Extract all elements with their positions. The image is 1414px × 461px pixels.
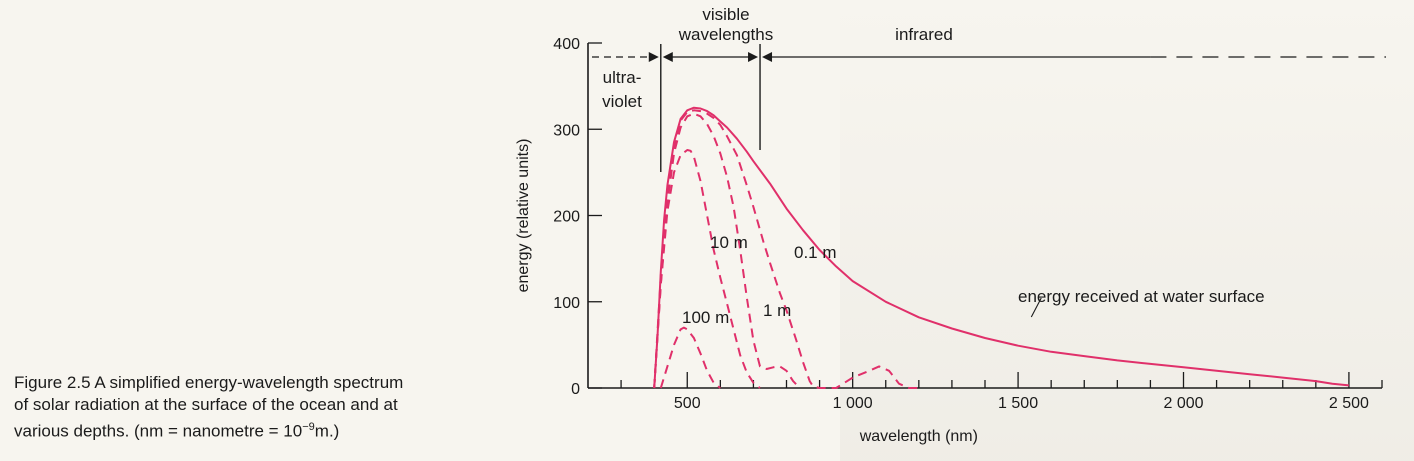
annotation-10-m: 10 m	[710, 233, 748, 252]
annotation-100-m: 100 m	[682, 308, 729, 327]
caption-line-3-end: m.)	[314, 421, 340, 441]
ir-arrowhead	[762, 52, 773, 62]
curves	[653, 106, 1350, 389]
annotation-visible: visible	[702, 5, 749, 24]
annotations: energy received at water surface 0.1 m 1 m…	[602, 5, 1264, 327]
x-tick-label: 2 000	[1163, 395, 1203, 412]
x-tick-label: 500	[674, 395, 701, 412]
x-tick-label: 2 500	[1329, 395, 1369, 412]
series-line-10-m	[653, 149, 761, 389]
y-tick-label: 300	[553, 122, 580, 139]
series-line-energy-received-at-water-surface	[653, 106, 1350, 389]
caption-line-1: Figure 2.5 A simplified energy-wavelengt…	[14, 373, 404, 392]
caption-line-3: various depths. (nm = nanometre = 10−9m.…	[14, 416, 484, 443]
annotation-wavelengths: wavelengths	[678, 25, 774, 44]
y-tick-label: 400	[553, 36, 580, 53]
caption-line-3-text: various depths. (nm = nanometre = 10	[14, 421, 303, 441]
surface-label-leader	[1030, 297, 1042, 318]
axes: 500 1 000 1 500 2 000 2 500 0 100 200 300 400 wave…	[515, 36, 1383, 445]
figure-caption: Figure 2.5 A simplified energy-wavelengt…	[14, 372, 484, 443]
annotation-infrared: infrared	[895, 25, 953, 44]
visible-arrowhead-left	[662, 52, 673, 62]
uv-arrowhead	[648, 52, 659, 62]
x-tick-label: 1 000	[833, 395, 873, 412]
annotation-ultra-: ultra-	[603, 68, 642, 87]
annotation-violet: violet	[602, 92, 642, 111]
y-axis-label: energy (relative units)	[515, 139, 532, 293]
series-line-0-1-m	[653, 109, 919, 389]
y-tick-label: 100	[553, 295, 580, 312]
x-tick-label: 1 500	[998, 395, 1038, 412]
region-markers	[592, 44, 1386, 318]
caption-exponent: −9	[302, 421, 315, 433]
caption-line-2: of solar radiation at the surface of the…	[14, 395, 398, 414]
visible-arrowhead-right	[748, 52, 759, 62]
series-line-100-m	[659, 326, 721, 389]
x-axis-label: wavelength (nm)	[859, 428, 978, 445]
y-tick-label: 0	[571, 381, 580, 398]
annotation-0-1-m: 0.1 m	[794, 243, 837, 262]
annotation-1-m: 1 m	[763, 301, 791, 320]
y-tick-label: 200	[553, 209, 580, 226]
annotation-energy-received-at-water-surface: energy received at water surface	[1018, 287, 1265, 306]
